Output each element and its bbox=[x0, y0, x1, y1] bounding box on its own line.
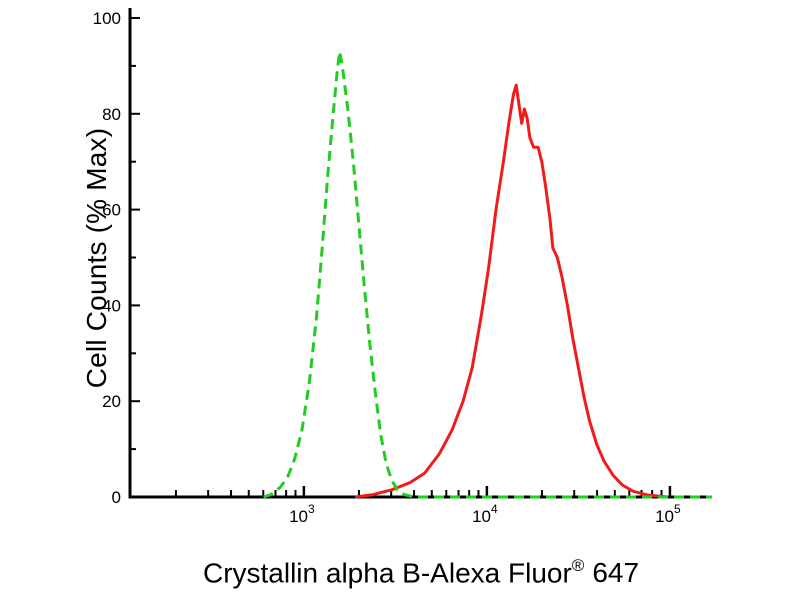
series-red-solid bbox=[354, 83, 669, 499]
x-tick-label: 103 bbox=[289, 502, 315, 526]
x-axis-label-suffix: 647 bbox=[592, 557, 640, 589]
series-green-dashed bbox=[263, 50, 712, 499]
y-axis-label: Cell Counts (% Max) bbox=[81, 127, 112, 389]
registered-trademark-symbol: ® bbox=[571, 556, 585, 575]
y-tick-label: 80 bbox=[102, 105, 121, 124]
x-tick-label: 105 bbox=[655, 502, 681, 526]
x-axis-label: Crystallin alpha B-Alexa Fluor® 647 bbox=[130, 556, 712, 589]
y-tick-label: 100 bbox=[93, 9, 121, 28]
x-tick-label: 104 bbox=[472, 502, 498, 526]
axes: 0 20 40 60 80 100 103 104 105 bbox=[93, 8, 712, 526]
y-tick-label: 20 bbox=[102, 392, 121, 411]
y-tick-label: 0 bbox=[112, 488, 121, 507]
x-axis-label-text: Crystallin alpha B-Alexa Fluor bbox=[202, 557, 572, 589]
y-tick-label: 40 bbox=[102, 296, 121, 315]
y-tick-label: 60 bbox=[102, 201, 121, 220]
